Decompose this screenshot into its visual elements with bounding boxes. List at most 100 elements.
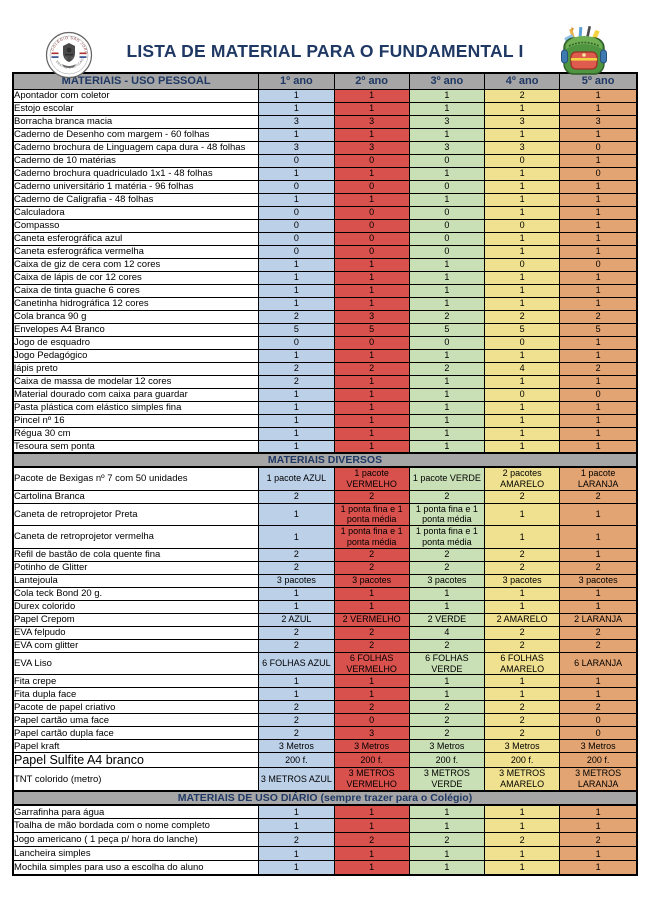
material-label: Borracha branca macia	[12, 114, 260, 129]
quantity-cell: 1	[408, 283, 485, 298]
material-label: Lancheira simples	[12, 846, 260, 862]
quantity-cell: 2	[258, 560, 335, 575]
quantity-cell: 0	[559, 257, 638, 272]
quantity-cell: 1	[483, 374, 561, 389]
material-label: Papel Sulfite A4 branco	[12, 752, 260, 769]
quantity-cell: 1	[559, 674, 638, 689]
quantity-cell: 1	[483, 674, 561, 689]
table-row: Potinho de Glitter 2 2 2 2 2	[12, 560, 638, 575]
table-row: Pasta plástica com elástico simples fina…	[12, 400, 638, 415]
table-row: Régua 30 cm 1 1 1 1 1	[12, 426, 638, 441]
table-row: lápis preto 2 2 2 4 2	[12, 361, 638, 376]
quantity-cell: 1	[559, 846, 638, 862]
quantity-cell: 1	[559, 88, 638, 103]
material-label: Jogo de esquadro	[12, 335, 260, 350]
quantity-cell: 2	[483, 489, 561, 504]
quantity-cell: 1	[483, 400, 561, 415]
quantity-cell: 1	[333, 374, 410, 389]
quantity-cell: 0	[408, 244, 485, 259]
quantity-cell: 2	[333, 700, 410, 715]
quantity-cell: 1	[333, 400, 410, 415]
quantity-cell: 1	[559, 127, 638, 142]
quantity-cell: 1	[559, 804, 638, 820]
quantity-cell: 0	[333, 231, 410, 246]
quantity-cell: 2	[483, 700, 561, 715]
quantity-cell: 1	[483, 127, 561, 142]
quantity-cell: 1	[408, 127, 485, 142]
quantity-cell: 0	[483, 218, 561, 233]
quantity-cell: 2	[559, 700, 638, 715]
quantity-cell: 3	[333, 309, 410, 324]
quantity-cell: 0	[408, 218, 485, 233]
table-row: Borracha branca macia 3 3 3 3 3	[12, 114, 638, 129]
quantity-cell: 2	[483, 547, 561, 562]
quantity-cell: 0	[408, 179, 485, 194]
table-row: Durex colorido 1 1 1 1 1	[12, 599, 638, 614]
quantity-cell: 2	[258, 374, 335, 389]
quantity-cell: 1	[483, 192, 561, 207]
table-row: Caderno de 10 matérias 0 0 0 0 1	[12, 153, 638, 168]
quantity-cell: 1	[333, 687, 410, 702]
quantity-cell: 1	[408, 586, 485, 601]
quantity-cell: 0	[559, 166, 638, 181]
table-row: Papel kraft 3 Metros 3 Metros 3 Metros 3 Met…	[12, 739, 638, 754]
column-header-5-ano: 5º ano	[559, 72, 638, 90]
table-row: Papel cartão uma face 2 0 2 2 0	[12, 713, 638, 728]
quantity-cell: 1	[483, 599, 561, 614]
quantity-cell: 1	[559, 192, 638, 207]
quantity-cell: 1	[483, 818, 561, 834]
quantity-cell: 2	[258, 361, 335, 376]
page-title: LISTA DE MATERIAL PARA O FUNDAMENTAL I	[126, 41, 524, 61]
quantity-cell: 1	[559, 426, 638, 441]
table-row: Caneta de retroprojetor vermelha 1 1 ponta…	[12, 525, 638, 549]
material-label: Compasso	[12, 218, 260, 233]
quantity-cell: 1	[408, 257, 485, 272]
quantity-cell: 1	[333, 818, 410, 834]
material-label: Refil de bastão de cola quente fina	[12, 547, 260, 562]
material-label: Cola teck Bond 20 g.	[12, 586, 260, 601]
table-row: Lantejoula 3 pacotes 3 pacotes 3 pacotes 3 p…	[12, 573, 638, 588]
quantity-cell: 6 LARANJA	[559, 651, 638, 676]
quantity-cell: 1	[333, 88, 410, 103]
quantity-cell: 1	[258, 387, 335, 402]
table-header-row: MATERIAIS - USO PESSOAL 1º ano 2º ano 3º…	[12, 72, 638, 90]
quantity-cell: 1	[333, 860, 410, 876]
quantity-cell: 5	[483, 322, 561, 337]
quantity-cell: 1	[258, 166, 335, 181]
material-label: Estojo escolar	[12, 101, 260, 116]
quantity-cell: 1	[483, 231, 561, 246]
material-label: Mochila simples para uso a escolha do al…	[12, 860, 260, 876]
material-label: Caderno universitário 1 matéria - 96 fol…	[12, 179, 260, 194]
table-row: Fita crepe 1 1 1 1 1	[12, 674, 638, 689]
quantity-cell: 6 FOLHAS AZUL	[258, 651, 335, 676]
quantity-cell: 2	[483, 625, 561, 640]
quantity-cell: 1	[333, 387, 410, 402]
quantity-cell: 200 f.	[408, 752, 485, 769]
quantity-cell: 1	[408, 296, 485, 311]
quantity-cell: 1	[483, 244, 561, 259]
quantity-cell: 1	[483, 426, 561, 441]
quantity-cell: 4	[483, 361, 561, 376]
material-label: Cola branca 90 g	[12, 309, 260, 324]
quantity-cell: 1	[559, 231, 638, 246]
material-label: Caderno de Desenho com margem - 60 folha…	[12, 127, 260, 142]
quantity-cell: 5	[559, 322, 638, 337]
material-label: EVA Liso	[12, 651, 260, 676]
material-label: Régua 30 cm	[12, 426, 260, 441]
table-row: Jogo Pedagógico 1 1 1 1 1	[12, 348, 638, 363]
quantity-cell: 1	[408, 270, 485, 285]
section-header-row: MATERIAIS DIVERSOS	[12, 452, 638, 468]
quantity-cell: 1	[408, 804, 485, 820]
quantity-cell: 200 f.	[258, 752, 335, 769]
quantity-cell: 0	[333, 205, 410, 220]
quantity-cell: 2	[333, 560, 410, 575]
quantity-cell: 1	[258, 413, 335, 428]
quantity-cell: 1	[333, 257, 410, 272]
quantity-cell: 1	[258, 348, 335, 363]
quantity-cell: 1	[559, 335, 638, 350]
column-header-2-ano: 2º ano	[333, 72, 410, 90]
quantity-cell: 1	[258, 296, 335, 311]
quantity-cell: 1	[559, 599, 638, 614]
quantity-cell: 2	[483, 560, 561, 575]
